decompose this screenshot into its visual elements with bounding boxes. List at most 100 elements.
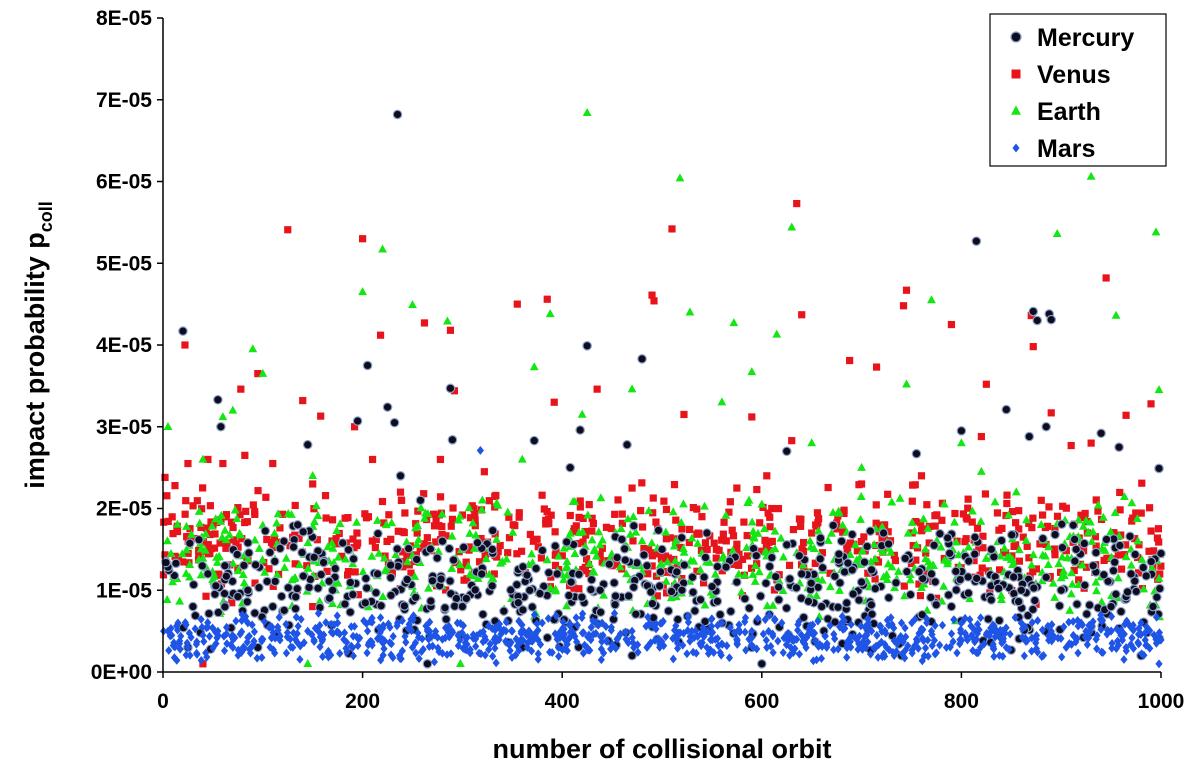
data-point-earth xyxy=(939,499,949,508)
data-point-earth xyxy=(778,585,788,594)
data-point-earth xyxy=(162,594,172,603)
data-point-mars xyxy=(578,628,587,638)
data-point-earth xyxy=(857,462,866,471)
data-point-venus xyxy=(397,496,406,504)
data-point-earth xyxy=(589,567,599,576)
data-point-mercury xyxy=(1088,560,1098,571)
data-point-venus xyxy=(1135,541,1143,549)
data-point-mercury xyxy=(578,547,589,557)
data-point-venus xyxy=(762,542,770,550)
data-point-mars xyxy=(1113,636,1122,646)
data-point-venus xyxy=(701,539,710,547)
data-point-mars xyxy=(297,614,305,624)
data-point-venus xyxy=(900,582,908,590)
data-point-venus xyxy=(728,526,736,534)
data-point-mercury xyxy=(458,542,469,553)
data-point-venus xyxy=(344,514,352,522)
data-point-earth xyxy=(1027,560,1036,569)
data-point-mars xyxy=(610,609,619,618)
data-point-earth xyxy=(921,554,931,563)
data-point-mars xyxy=(472,641,480,651)
data-point-venus xyxy=(337,552,346,560)
data-point-mars xyxy=(304,626,312,636)
data-point-venus xyxy=(712,545,721,553)
data-point-mercury xyxy=(1056,519,1067,530)
data-point-venus xyxy=(797,515,805,524)
data-point-earth xyxy=(700,600,710,609)
data-point-mars xyxy=(830,629,838,639)
data-point-mercury xyxy=(1103,576,1113,587)
data-point-earth xyxy=(1132,514,1142,523)
data-point-mars xyxy=(794,625,802,635)
data-point-venus xyxy=(1082,563,1091,571)
data-point-venus xyxy=(719,530,727,538)
data-point-earth xyxy=(221,535,231,544)
legend-item-earth: Earth xyxy=(1011,98,1101,126)
data-point-mercury xyxy=(917,609,927,620)
data-point-mars xyxy=(830,645,838,655)
data-point-venus xyxy=(221,513,230,521)
data-point-mars xyxy=(991,627,999,636)
data-point-mercury xyxy=(447,435,458,445)
data-point-mercury xyxy=(609,578,619,588)
data-point-mercury xyxy=(297,547,307,558)
data-point-venus xyxy=(1116,488,1124,497)
data-point-venus xyxy=(475,558,484,566)
data-point-mars xyxy=(1069,617,1077,626)
data-point-venus xyxy=(640,544,648,553)
data-point-earth xyxy=(187,529,196,538)
data-point-venus xyxy=(612,560,621,568)
data-point-venus xyxy=(291,501,299,510)
data-point-mercury xyxy=(883,539,894,549)
data-point-earth xyxy=(1126,560,1136,569)
data-point-mars xyxy=(363,626,372,636)
data-point-earth xyxy=(333,552,343,561)
data-point-mars xyxy=(607,625,615,635)
data-point-mars xyxy=(1128,623,1136,633)
data-point-venus xyxy=(808,529,816,537)
data-point-earth xyxy=(332,525,342,534)
data-point-venus xyxy=(494,547,502,556)
legend-item-mars: Mars xyxy=(1012,135,1095,163)
data-point-venus xyxy=(585,570,593,578)
data-point-mars xyxy=(418,634,426,644)
data-point-earth xyxy=(310,516,319,525)
data-point-venus xyxy=(756,519,764,527)
data-point-venus xyxy=(718,536,726,544)
data-point-venus xyxy=(872,519,880,527)
data-point-mercury xyxy=(1081,609,1092,619)
data-point-venus xyxy=(380,519,388,527)
data-point-mercury xyxy=(688,587,698,598)
data-point-venus xyxy=(198,505,206,513)
data-point-earth xyxy=(870,554,880,563)
data-point-mars xyxy=(515,616,523,626)
data-point-mars xyxy=(476,446,484,455)
data-point-mercury xyxy=(441,614,451,625)
data-point-mercury xyxy=(891,577,901,588)
data-point-mars xyxy=(690,633,698,642)
data-point-venus xyxy=(490,570,498,578)
data-point-mars xyxy=(841,624,849,633)
data-point-venus xyxy=(666,534,674,542)
data-point-earth xyxy=(1137,554,1147,563)
data-point-mars xyxy=(165,646,173,655)
data-point-mercury xyxy=(1111,589,1121,600)
data-point-earth xyxy=(743,498,753,507)
data-point-mars xyxy=(222,622,231,632)
data-point-mars xyxy=(742,645,750,655)
data-point-venus xyxy=(840,506,848,514)
data-point-venus xyxy=(793,199,801,208)
data-point-mercury xyxy=(403,543,414,554)
data-point-mercury xyxy=(402,574,413,585)
data-point-venus xyxy=(680,410,688,419)
data-point-mercury xyxy=(171,558,181,569)
series-mercury xyxy=(161,109,1166,669)
data-point-mars xyxy=(534,654,542,664)
data-point-mars xyxy=(771,614,779,624)
data-point-mars xyxy=(484,621,493,631)
data-point-venus xyxy=(359,235,367,243)
data-point-venus xyxy=(1147,400,1155,408)
data-point-earth xyxy=(402,537,412,546)
data-point-mercury xyxy=(700,552,711,563)
y-tick-label: 4E-05 xyxy=(96,334,152,357)
